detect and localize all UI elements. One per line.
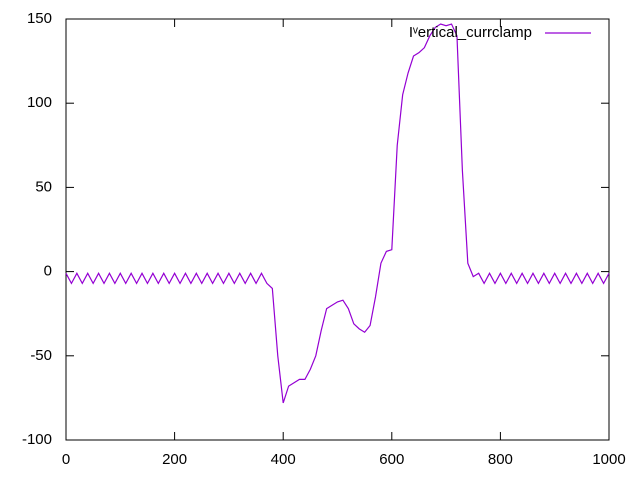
x-tick-label: 400	[271, 451, 296, 468]
x-tick-label: 0	[62, 451, 70, 468]
x-tick-label: 600	[379, 451, 404, 468]
y-tick-label: 0	[44, 263, 52, 280]
x-tick-label: 1000	[592, 451, 625, 468]
y-tick-label: 150	[27, 10, 52, 27]
y-tick-label: -50	[30, 347, 52, 364]
x-tick-label: 200	[162, 451, 187, 468]
x-tick-label: 800	[488, 451, 513, 468]
data-line	[65, 23, 610, 404]
legend-label: Iᵛertical_currclamp	[409, 24, 532, 41]
y-tick-label: 50	[35, 178, 52, 195]
y-tick-label: -100	[22, 431, 52, 448]
plot-border	[65, 18, 610, 441]
y-tick-label: 100	[27, 94, 52, 111]
